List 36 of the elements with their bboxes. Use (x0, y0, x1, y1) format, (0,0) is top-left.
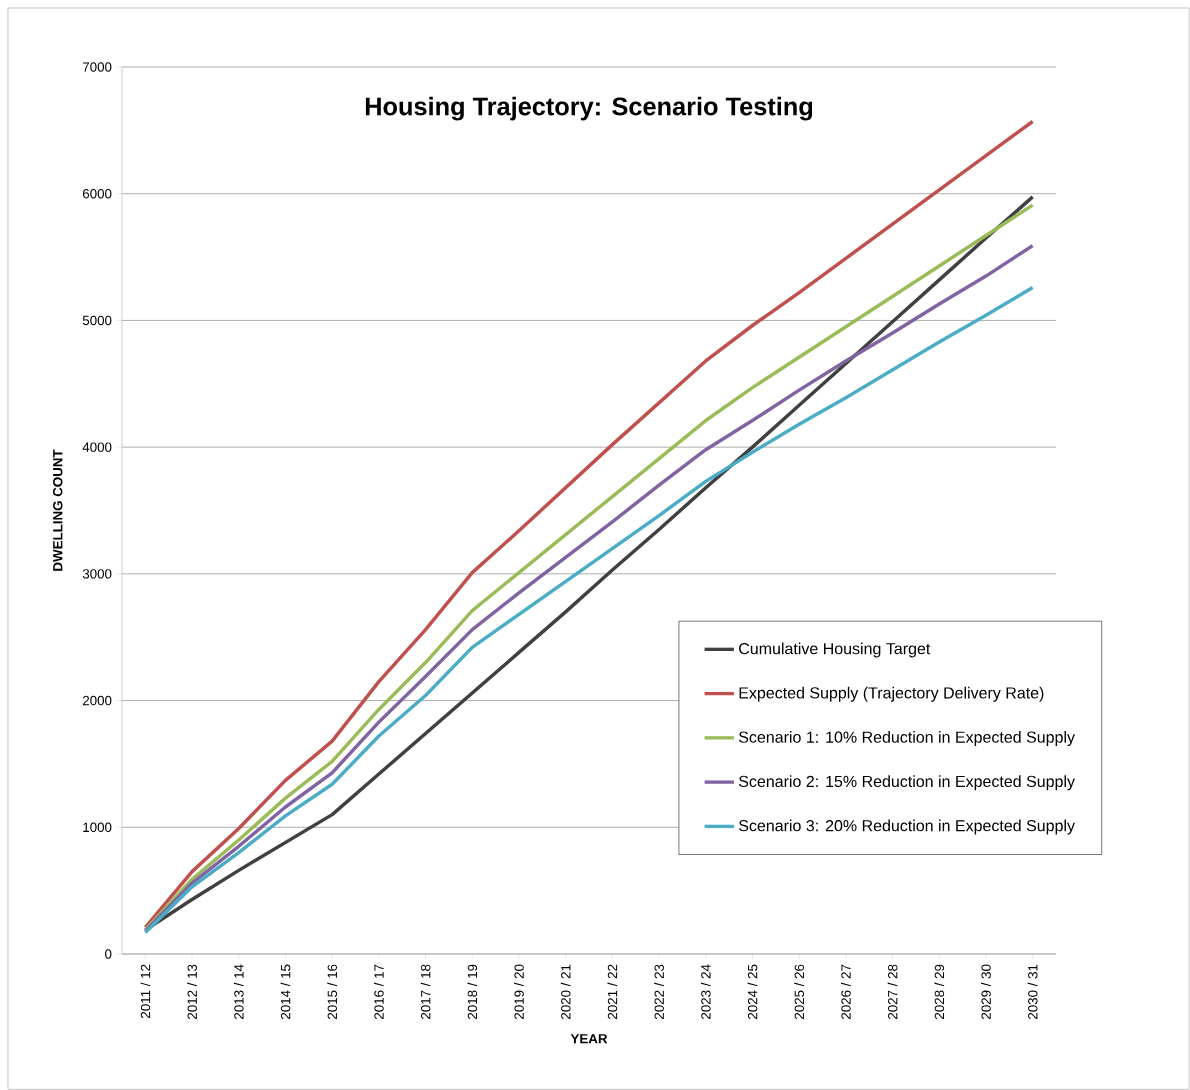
x-tick-label: 2021 / 22 (607, 964, 618, 1019)
text: Housing Trajectory: Scenario Testing (365, 96, 813, 121)
legend-label: Scenario 3: 20% Reduction in Expected Supply (738, 819, 1075, 835)
x-tick-label: 2027 / 28 (887, 964, 898, 1019)
x-tick-label: 2025 / 26 (794, 964, 805, 1019)
x-tick-label: 2019 / 20 (514, 964, 524, 1019)
x-tick-label: 2013 / 14 (233, 964, 244, 1019)
x-tick-label: 2015 / 16 (327, 964, 338, 1019)
x-tick-label: 2023 / 24 (700, 964, 711, 1019)
legend-label: Expected Supply (Trajectory Delivery Rate) (739, 686, 1044, 702)
x-tick-label: 2011 / 12 (140, 964, 151, 1018)
x-tick-label: 2017 / 18 (420, 964, 431, 1019)
x-tick-label: 2014 / 15 (280, 964, 291, 1019)
y-tick-label: 6000 (82, 189, 112, 199)
y-axis-title: DWELLING COUNT (53, 449, 63, 571)
y-tick-label: 0 (105, 949, 112, 959)
x-tick-label: 2016 / 17 (373, 964, 384, 1019)
x-tick-label: 2020 / 21 (560, 964, 571, 1019)
y-tick-label: 1000 (83, 822, 112, 832)
x-tick-label: 2022 / 23 (654, 964, 664, 1019)
legend-label: Scenario 2: 15% Reduction in Expected Supply (738, 775, 1075, 791)
x-tick-label: 2030 / 31 (1027, 964, 1038, 1019)
x-tick-label: 2018 / 19 (467, 964, 478, 1019)
x-tick-label: 2028 / 29 (934, 964, 945, 1019)
y-tick-label: 2000 (82, 695, 112, 706)
x-tick-label: 2024 / 25 (747, 964, 758, 1019)
y-tick-label: 7000 (82, 62, 112, 72)
legend-label: Cumulative Housing Target (739, 642, 931, 658)
y-tick-label: 3000 (82, 569, 112, 579)
y-tick-label: 4000 (82, 442, 112, 452)
y-tick-label: 5000 (82, 315, 112, 326)
x-tick-label: 2012 / 13 (187, 964, 197, 1019)
legend-label: Scenario 1: 10% Reduction in Expected Supply (738, 731, 1075, 746)
x-tick-label: 2029 / 30 (981, 964, 991, 1019)
x-axis-title: YEAR (570, 1034, 608, 1044)
x-tick-label: 2026 / 27 (840, 964, 851, 1019)
